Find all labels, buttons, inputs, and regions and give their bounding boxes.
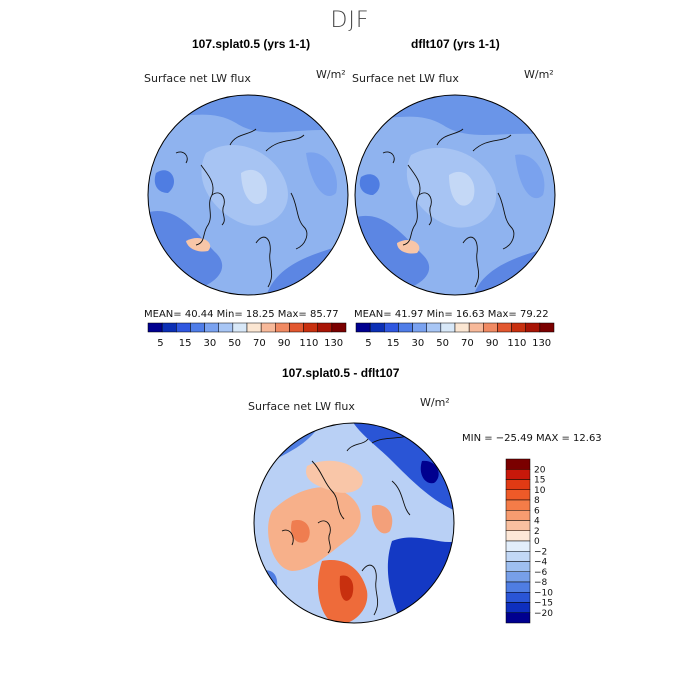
left-colorbar: 5 15 30 50 70 90 110 130: [147, 322, 347, 348]
colorbar-swatch: [246, 322, 262, 333]
colorbar-swatch: [505, 510, 531, 521]
colorbar-tick-label: 20: [534, 465, 546, 475]
colorbar-swatch: [511, 322, 526, 333]
colorbar-tick-label: −8: [534, 578, 548, 588]
colorbar-swatch: [505, 469, 531, 480]
colorbar-swatch: [505, 499, 531, 511]
colorbar-swatch: [289, 322, 304, 333]
colorbar-tick-label: 8: [534, 496, 540, 506]
colorbar-tick-label: 110: [299, 338, 318, 348]
colorbar-swatch: [275, 322, 290, 333]
colorbar-tick-label: 50: [436, 338, 449, 348]
colorbar-swatch: [190, 322, 205, 333]
colorbar-tick-label: 30: [412, 338, 425, 348]
map-outline: [253, 422, 455, 624]
colorbar-swatch: [539, 322, 555, 333]
colorbar-swatch: [505, 612, 531, 624]
colorbar-tick-label: 70: [461, 338, 474, 348]
colorbar-swatch: [497, 322, 512, 333]
diff-variable-label: Surface net LW flux: [248, 400, 355, 413]
colorbar-swatch: [331, 322, 347, 333]
colorbar-swatch: [161, 322, 177, 333]
colorbar-swatch: [260, 322, 276, 333]
colorbar-swatch: [505, 551, 531, 562]
colorbar-tick-label: 50: [228, 338, 241, 348]
page-title: DJF: [330, 8, 370, 33]
right-panel-title: dflt107 (yrs 1-1): [411, 37, 500, 51]
colorbar-tick-label: 15: [179, 338, 192, 348]
colorbar-swatch: [505, 592, 531, 603]
colorbar-tick-label: 10: [534, 486, 546, 496]
right-polar-map: [354, 94, 556, 296]
colorbar-swatch: [483, 322, 498, 333]
colorbar-swatch: [303, 322, 318, 333]
colorbar-tick-label: 0: [534, 537, 540, 547]
colorbar-tick-label: 6: [534, 506, 540, 516]
diff-stats: MIN = −25.49 MAX = 12.63: [462, 433, 602, 444]
colorbar-swatch: [505, 561, 531, 572]
colorbar-swatch: [369, 322, 385, 333]
colorbar-tick-label: 15: [387, 338, 400, 348]
colorbar-swatch: [176, 322, 191, 333]
diff-panel-title: 107.splat0.5 - dflt107: [282, 366, 400, 380]
colorbar-swatch: [505, 479, 531, 490]
right-variable-label: Surface net LW flux: [352, 72, 459, 85]
colorbar-tick-label: −4: [534, 558, 548, 568]
colorbar-swatch: [317, 322, 333, 333]
colorbar-swatch: [505, 458, 531, 470]
colorbar-swatch: [412, 322, 427, 333]
colorbar-swatch: [454, 322, 470, 333]
colorbar-swatch: [384, 322, 399, 333]
left-panel-title: 107.splat0.5 (yrs 1-1): [192, 37, 311, 51]
colorbar-tick-label: 5: [157, 338, 163, 348]
colorbar-tick-label: 30: [204, 338, 217, 348]
colorbar-swatch: [147, 322, 163, 333]
colorbar-swatch: [505, 530, 531, 542]
colorbar-swatch: [505, 581, 531, 593]
colorbar-swatch: [398, 322, 413, 333]
colorbar-tick-label: 90: [278, 338, 291, 348]
left-units-label: W/m²: [316, 68, 346, 81]
colorbar-tick-label: 2: [534, 527, 540, 537]
left-polar-map: [147, 94, 349, 296]
colorbar-tick-label: 5: [365, 338, 371, 348]
colorbar-swatch: [505, 489, 531, 501]
colorbar-swatch: [204, 322, 219, 333]
colorbar-swatch: [232, 322, 248, 333]
colorbar-tick-label: 110: [507, 338, 526, 348]
colorbar-tick-label: −10: [534, 588, 553, 598]
left-stats: MEAN= 40.44 Min= 18.25 Max= 85.77: [144, 309, 339, 320]
colorbar-tick-label: 130: [532, 338, 551, 348]
colorbar-swatch: [426, 322, 442, 333]
colorbar-tick-label: 90: [486, 338, 499, 348]
map-outline: [147, 94, 349, 296]
colorbar-tick-label: −2: [534, 547, 547, 557]
colorbar-tick-label: 70: [253, 338, 266, 348]
map-outline: [354, 94, 556, 296]
colorbar-swatch: [505, 540, 531, 552]
colorbar-tick-label: 15: [534, 476, 545, 486]
colorbar-tick-label: −20: [534, 609, 553, 619]
colorbar-swatch: [505, 571, 531, 583]
colorbar-swatch: [505, 602, 531, 613]
colorbar-swatch: [355, 322, 371, 333]
right-colorbar: 5 15 30 50 70 90 110 130: [355, 322, 555, 348]
right-units-label: W/m²: [524, 68, 554, 81]
colorbar-tick-label: −6: [534, 568, 548, 578]
right-stats: MEAN= 41.97 Min= 16.63 Max= 79.22: [354, 309, 549, 320]
left-variable-label: Surface net LW flux: [144, 72, 251, 85]
colorbar-swatch: [525, 322, 541, 333]
colorbar-tick-label: 130: [324, 338, 343, 348]
colorbar-swatch: [505, 520, 531, 531]
diff-units-label: W/m²: [420, 396, 450, 409]
colorbar-swatch: [468, 322, 484, 333]
colorbar-swatch: [218, 322, 234, 333]
diff-polar-map: [253, 422, 455, 624]
colorbar-tick-label: −15: [534, 599, 553, 609]
colorbar-swatch: [440, 322, 456, 333]
colorbar-tick-label: 4: [534, 517, 540, 527]
